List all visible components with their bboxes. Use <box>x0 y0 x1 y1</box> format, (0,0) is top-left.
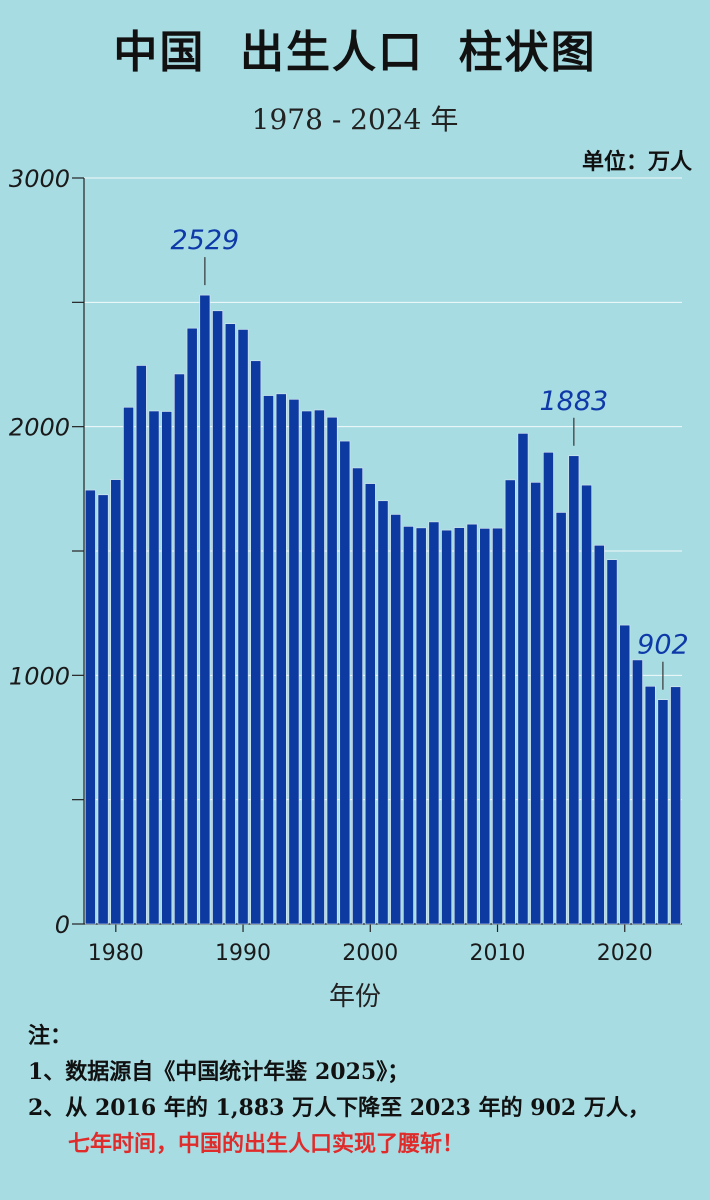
bar-1998 <box>339 440 351 925</box>
bar-2019 <box>606 559 618 925</box>
y-tick-labels: 0 1000 2000 3000 <box>9 165 70 939</box>
bar-2003 <box>403 526 414 925</box>
bar-2010 <box>492 527 503 925</box>
bar-2014 <box>543 451 554 925</box>
bar-2024 <box>670 686 682 925</box>
note-decline: 2、从 2016 年的 1,883 万人下降至 2023 年的 902 万人， <box>28 1095 650 1121</box>
bar-1997 <box>326 416 338 925</box>
x-tick-label: 1980 <box>88 941 144 966</box>
bar-1996 <box>313 409 325 925</box>
y-tick-label: 2000 <box>9 414 70 442</box>
x-tick-label: 2010 <box>470 941 526 966</box>
bar-1978 <box>84 489 96 925</box>
bar-2004 <box>415 527 427 925</box>
bar-2021 <box>632 659 643 925</box>
bar-1986 <box>186 327 198 925</box>
note-source: 1、数据源自《中国统计年鉴 2025》； <box>28 1059 410 1085</box>
bar-2000 <box>364 483 376 925</box>
bar-2017 <box>581 484 592 925</box>
y-tick-label: 1000 <box>9 662 70 690</box>
annotation-label: 1883 <box>539 386 608 417</box>
bar-chart: 2529 1883 902 0 1000 2000 3000 1980 1990 2000 20… <box>9 165 689 966</box>
bar-1982 <box>135 365 147 925</box>
bar-1994 <box>288 399 300 925</box>
annotations: 2529 1883 902 <box>171 225 689 690</box>
bar-2001 <box>377 500 389 925</box>
bar-1979 <box>97 494 109 925</box>
x-tick-label: 2020 <box>597 941 653 966</box>
bar-1991 <box>250 360 262 925</box>
bar-2002 <box>390 514 402 925</box>
bar-2011 <box>504 479 516 925</box>
bar-1983 <box>148 410 160 925</box>
bar-2008 <box>466 523 478 925</box>
chart-subtitle: 1978 - 2024 年 <box>251 103 459 136</box>
bar-2006 <box>441 529 453 925</box>
unit-label: 单位：万人 <box>581 149 692 175</box>
bar-2013 <box>530 482 542 925</box>
notes: 注： 1、数据源自《中国统计年鉴 2025》； 2、从 2016 年的 1,88… <box>28 1018 698 1162</box>
bar-1981 <box>123 406 134 925</box>
x-tick-label: 2000 <box>342 941 398 966</box>
bar-2020 <box>619 624 631 925</box>
x-tick-label: 1990 <box>215 941 271 966</box>
bar-1993 <box>275 393 287 925</box>
chart-title: 中国 出生人口 柱状图 <box>113 27 597 78</box>
bar-2015 <box>555 512 567 925</box>
bar-1999 <box>352 467 363 925</box>
note-highlight: 七年时间，中国的出生人口实现了腰斩！ <box>68 1131 465 1157</box>
annotation-label: 902 <box>637 630 689 661</box>
bar-1985 <box>174 373 185 925</box>
bar-1987 <box>199 294 211 925</box>
bar-1992 <box>263 395 274 925</box>
bar-2022 <box>644 685 656 925</box>
y-tick-label: 0 <box>55 911 70 939</box>
bar-2012 <box>517 433 529 925</box>
bar-2023 <box>657 699 669 925</box>
x-axis-label: 年份 <box>328 982 381 1012</box>
bar-2005 <box>428 521 440 925</box>
bar-2018 <box>593 544 605 925</box>
bar-1990 <box>237 329 249 925</box>
bar-1980 <box>110 479 122 925</box>
bar-1984 <box>161 411 173 925</box>
bar-1989 <box>224 323 236 925</box>
bar-2009 <box>479 528 491 925</box>
annotation-label: 2529 <box>171 225 240 256</box>
y-tick-label: 3000 <box>9 165 70 193</box>
bar-series <box>84 294 682 925</box>
bar-1988 <box>212 310 223 925</box>
bar-1995 <box>301 410 313 925</box>
bar-2007 <box>453 527 465 925</box>
x-tick-labels: 1980 1990 2000 2010 2020 <box>88 941 653 966</box>
notes-heading: 注： <box>28 1023 73 1049</box>
bar-2016 <box>568 455 580 925</box>
